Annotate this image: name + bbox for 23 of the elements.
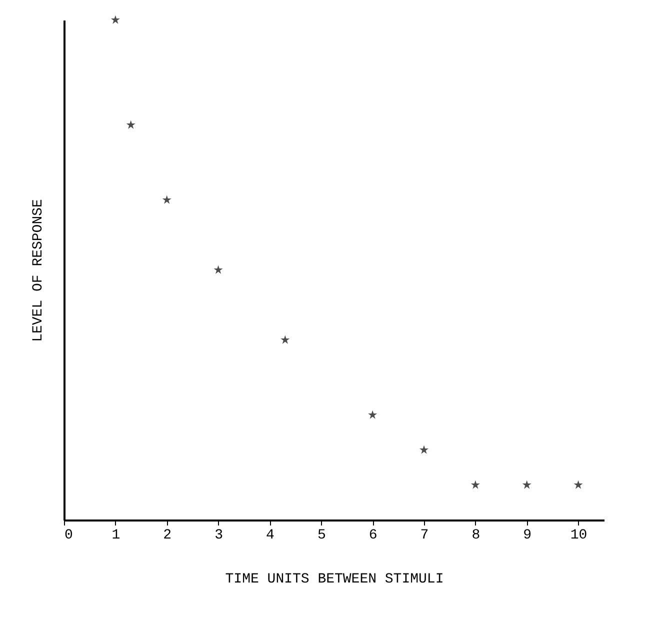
point [368, 410, 378, 419]
x-tick-label: 1 [112, 528, 120, 544]
y-axis-title: LEVEL OF RESPONSE [30, 199, 46, 342]
point [574, 480, 583, 489]
x-tick-label: 3 [214, 528, 223, 544]
point [162, 195, 172, 204]
x-tick-label: 7 [420, 528, 429, 544]
x-tick-label: 0 [64, 528, 73, 544]
x-tick-label: 2 [163, 528, 172, 544]
point [280, 335, 290, 344]
point [110, 15, 120, 24]
x-tick-label: 8 [472, 528, 480, 544]
x-tick-label: 5 [317, 528, 326, 544]
point [214, 265, 223, 274]
x-tick-label: 6 [368, 528, 378, 544]
x-tick-label: 9 [523, 528, 532, 544]
x-axis-title: TIME UNITS BETWEEN STIMULI [225, 572, 444, 588]
point [470, 480, 480, 489]
point [126, 120, 136, 129]
x-tick-label: 4 [266, 528, 274, 544]
point [419, 445, 429, 454]
x-tick-label: 10 [570, 528, 588, 544]
point [522, 480, 532, 489]
